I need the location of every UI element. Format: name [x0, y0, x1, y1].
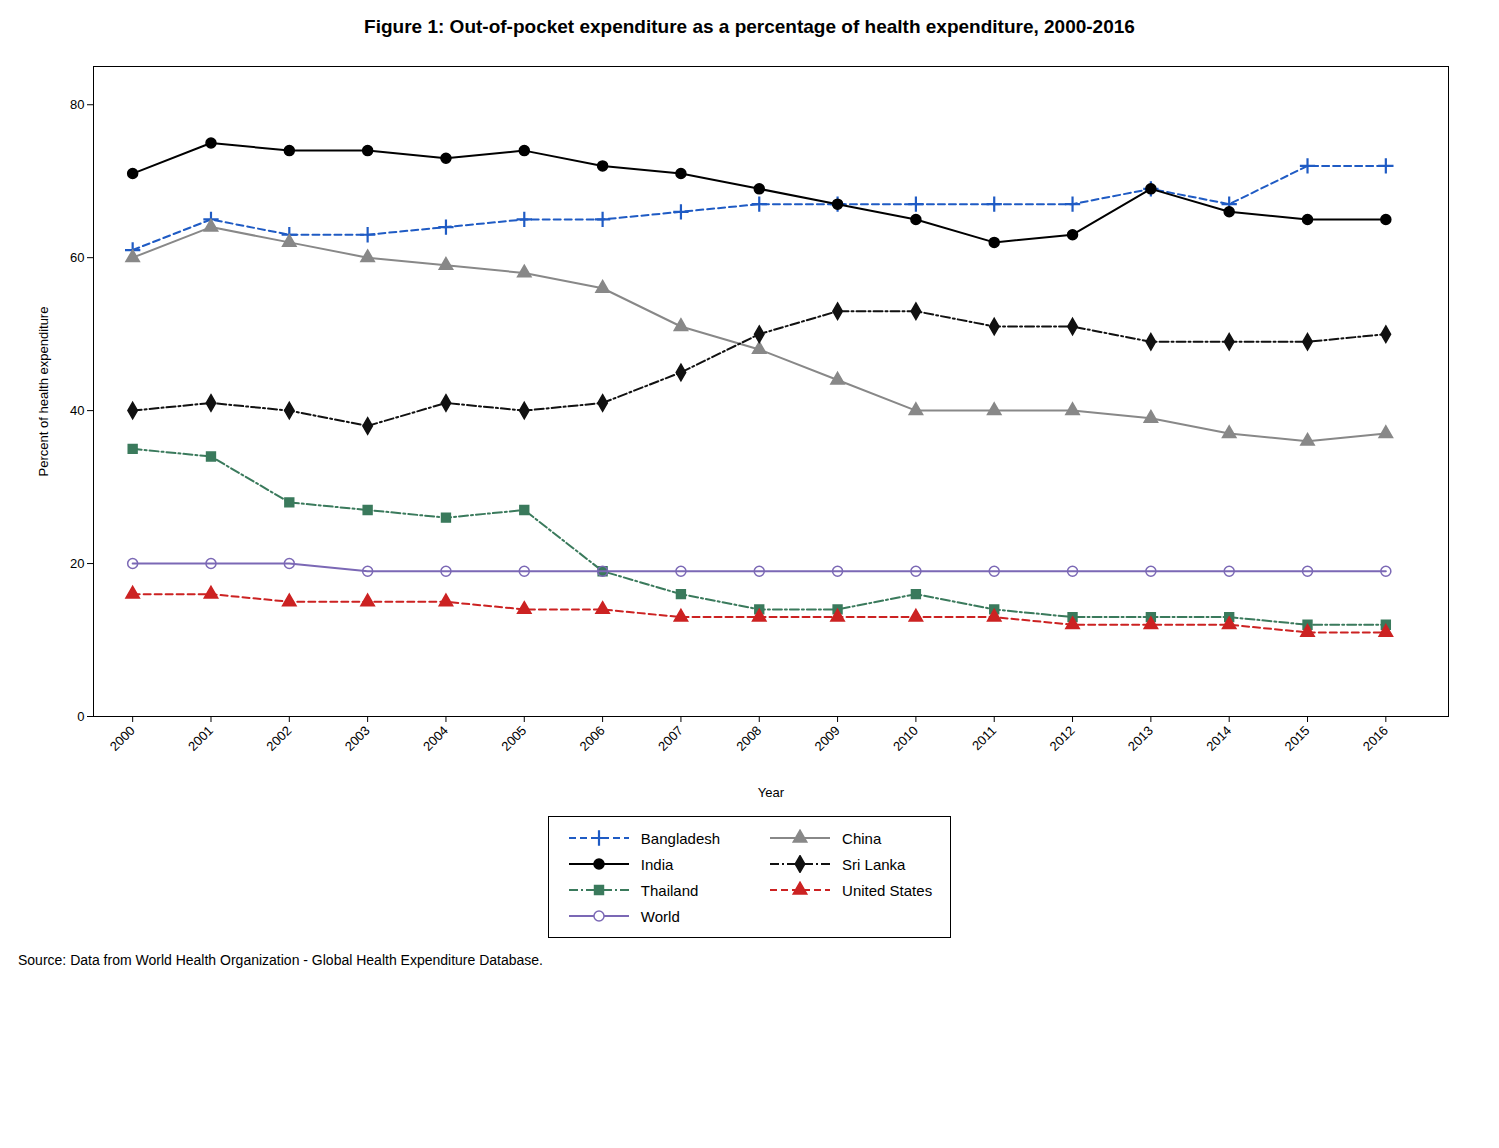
svg-text:40: 40: [70, 403, 84, 418]
html-text:Bangladesh: Bangladesh: [640, 829, 721, 847]
svg-text:2010: 2010: [890, 723, 921, 754]
svg-text:2007: 2007: [655, 723, 686, 754]
svg-text:2014: 2014: [1203, 723, 1234, 754]
html-text:Sri Lanka: Sri Lanka: [842, 855, 906, 873]
svg-text:2011: 2011: [969, 723, 999, 753]
svg-text:2003: 2003: [342, 723, 373, 754]
svg-text:2006: 2006: [577, 723, 608, 754]
svg-text:80: 80: [70, 97, 84, 112]
svg-text:60: 60: [70, 250, 84, 265]
svg-text:2008: 2008: [733, 723, 764, 754]
svg-text:2004: 2004: [420, 723, 451, 754]
svg-text:2013: 2013: [1125, 723, 1156, 754]
html-text:United States: United States: [842, 881, 933, 899]
svg-text:2002: 2002: [263, 723, 294, 754]
html-text:Source: Data from World Health: Source: Data from World Health Organizat…: [18, 952, 543, 968]
svg-text:2005: 2005: [498, 723, 529, 754]
html-text:World: World: [640, 907, 680, 925]
svg-text:2000: 2000: [107, 723, 138, 754]
svg-text:2012: 2012: [1047, 723, 1078, 754]
svg-text:0: 0: [77, 709, 84, 724]
svg-text:20: 20: [70, 556, 84, 571]
svg-text:Percent of health expenditure: Percent of health expenditure: [36, 307, 51, 477]
svg-text:2016: 2016: [1360, 723, 1391, 754]
html-text:Figure 1: Out-of-pocket expend: Figure 1: Out-of-pocket expenditure as a…: [364, 16, 1135, 37]
html-text:Thailand: Thailand: [640, 881, 699, 899]
svg-text:Year: Year: [758, 785, 785, 800]
svg-text:2015: 2015: [1282, 723, 1313, 754]
svg-text:2001: 2001: [185, 723, 216, 754]
svg-text:2009: 2009: [812, 723, 843, 754]
html-text:China: China: [842, 829, 882, 847]
html-text:India: India: [640, 855, 674, 873]
